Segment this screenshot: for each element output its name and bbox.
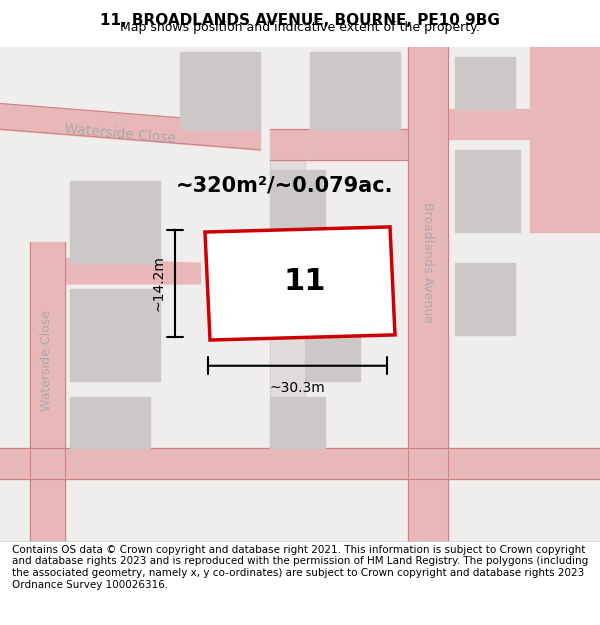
Text: 11: 11 <box>284 267 326 296</box>
Text: ~320m²/~0.079ac.: ~320m²/~0.079ac. <box>176 176 394 196</box>
Bar <box>180 52 260 129</box>
Text: Map shows position and indicative extent of the property.: Map shows position and indicative extent… <box>120 21 480 34</box>
Bar <box>270 397 325 448</box>
Bar <box>310 52 400 129</box>
Bar <box>455 57 515 109</box>
Text: Waterside Close: Waterside Close <box>64 122 176 146</box>
Text: Contains OS data © Crown copyright and database right 2021. This information is : Contains OS data © Crown copyright and d… <box>12 545 588 589</box>
Text: ~30.3m: ~30.3m <box>269 381 325 395</box>
Bar <box>70 181 160 263</box>
Text: Broadlands Avenue: Broadlands Avenue <box>421 202 434 323</box>
Bar <box>455 263 515 335</box>
Bar <box>305 289 360 381</box>
Bar <box>70 289 160 381</box>
Polygon shape <box>205 227 395 340</box>
Bar <box>70 397 150 448</box>
Text: ~14.2m: ~14.2m <box>151 256 165 311</box>
Bar <box>455 150 520 232</box>
Text: 11, BROADLANDS AVENUE, BOURNE, PE10 9BG: 11, BROADLANDS AVENUE, BOURNE, PE10 9BG <box>100 13 500 28</box>
Bar <box>270 170 325 263</box>
Text: Waterside Close: Waterside Close <box>41 310 53 411</box>
